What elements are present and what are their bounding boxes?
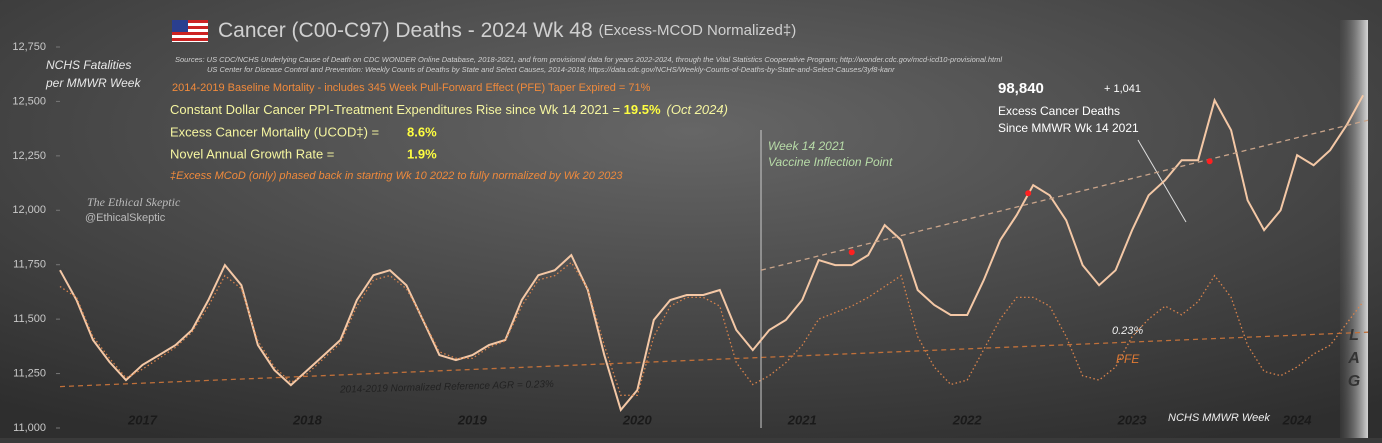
pointer [1137, 139, 1187, 223]
y-tick-label: 11,750 [13, 259, 46, 271]
source: Sources: US CDC/NCHS Underlying Cause of… [175, 55, 1002, 64]
footnote: ‡Excess MCoD (only) phased back in start… [170, 170, 623, 182]
y-axis-label: per MMWR Week [45, 76, 141, 90]
pfe-label: PFE [1116, 352, 1140, 366]
y-tick-label: 12,750 [12, 41, 46, 53]
x-tick-label: 2021 [787, 412, 817, 427]
x-tick-label: 2023 [1117, 412, 1148, 427]
excess-caption: Excess Cancer Deaths [998, 104, 1120, 118]
ppi-note: Constant Dollar Cancer PPI-Treatment Exp… [170, 102, 728, 117]
lag-band [1340, 20, 1368, 438]
y-tick-label: 11,000 [13, 422, 46, 434]
y-tick-label: 11,250 [13, 367, 46, 379]
brand: The Ethical Skeptic [87, 195, 181, 209]
title-block: Cancer (C00-C97) Deaths - 2024 Wk 48 (Exc… [218, 19, 796, 42]
trend-rate: 0.23% [1112, 325, 1143, 337]
source: US Center for Disease Control and Preven… [207, 65, 895, 74]
excess-total: 98,840 [998, 80, 1044, 97]
marker [1206, 158, 1213, 165]
handle: @EthicalSkeptic [85, 212, 166, 224]
ppi-value: 19.5% [624, 102, 661, 117]
y-axis-label: NCHS Fatalities [46, 58, 131, 72]
excess-caption: Since MMWR Wk 14 2021 [998, 121, 1139, 135]
x-tick-label: 2019 [457, 412, 488, 427]
x-tick-label: 2024 [1282, 412, 1313, 427]
lag-letter: G [1348, 373, 1360, 390]
excess-delta: + 1,041 [1104, 83, 1141, 95]
x-axis-label: NCHS MMWR Week [1168, 412, 1270, 424]
ppi-date: (Oct 2024) [667, 102, 728, 117]
marker [848, 249, 855, 256]
baseline-note: 2014-2019 Baseline Mortality - includes … [172, 82, 651, 94]
x-tick-label: 2022 [952, 412, 983, 427]
y-tick-label: 11,500 [13, 313, 46, 325]
growth-text: Novel Annual Growth Rate = [170, 146, 334, 161]
excess-value: 8.6% [407, 124, 437, 139]
trend-line [59, 261, 1364, 396]
ppi-text: Constant Dollar Cancer PPI-Treatment Exp… [170, 102, 624, 117]
inflection-label: Week 14 2021 [768, 139, 845, 153]
x-tick-label: 2018 [292, 412, 323, 427]
x-tick-label: 2017 [127, 412, 158, 427]
growth-value: 1.9% [407, 146, 437, 161]
y-tick-label: 12,000 [12, 204, 46, 216]
chart-subtitle: (Excess-MCOD Normalized‡) [599, 22, 797, 39]
lag-letter: L [1349, 327, 1359, 344]
marker [1025, 190, 1032, 197]
x-tick-label: 2020 [622, 412, 653, 427]
inflection-label: Vaccine Inflection Point [768, 155, 893, 169]
flag [172, 20, 208, 42]
excess-text: Excess Cancer Mortality (UCOD‡) = [170, 124, 379, 139]
trend-line [59, 331, 1369, 388]
y-tick-label: 12,500 [12, 95, 46, 107]
lag-letter: A [1347, 350, 1360, 367]
y-tick-label: 12,250 [12, 150, 46, 162]
data-line [59, 94, 1364, 412]
chart-title: Cancer (C00-C97) Deaths - 2024 Wk 48 [218, 19, 593, 42]
